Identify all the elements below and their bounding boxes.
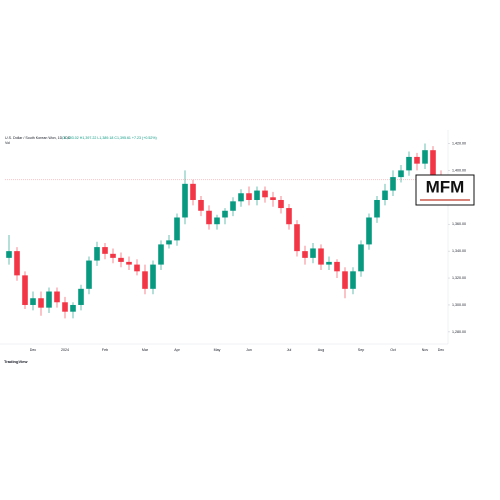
x-tick-label: May xyxy=(214,348,221,352)
candle-body xyxy=(406,156,412,171)
x-tick-label: Dec xyxy=(30,348,37,352)
candle-body xyxy=(254,190,260,200)
y-tick-label: 1,400.00 xyxy=(452,168,466,172)
x-tick-label: Aug xyxy=(318,348,324,352)
candle-body xyxy=(398,170,404,178)
candle-body xyxy=(214,217,220,225)
footer-logo: TradingView xyxy=(4,359,28,364)
candle-body xyxy=(78,288,84,305)
candle-body xyxy=(270,197,276,200)
candle-body xyxy=(294,224,300,252)
y-tick-label: 1,420.00 xyxy=(452,141,466,145)
x-tick-label: Jul xyxy=(287,348,292,352)
candle-body xyxy=(238,193,244,202)
candle-body xyxy=(110,253,116,258)
y-tick-label: 1,280.00 xyxy=(452,330,466,334)
x-tick-label: Dec xyxy=(438,348,445,352)
candle-body xyxy=(262,190,268,198)
y-tick-label: 1,340.00 xyxy=(452,249,466,253)
candle-body xyxy=(366,217,372,245)
candle-body xyxy=(46,291,52,308)
candle-body xyxy=(382,190,388,200)
sub-label: Vol xyxy=(5,141,10,145)
candle-body xyxy=(422,150,428,164)
x-tick-label: Nov xyxy=(422,348,429,352)
x-tick-label: Jun xyxy=(246,348,252,352)
candle-body xyxy=(206,210,212,225)
candle-body xyxy=(246,193,252,200)
candle-body xyxy=(358,244,364,272)
candle-body xyxy=(334,261,340,272)
candle-body xyxy=(158,244,164,265)
x-tick-label: Oct xyxy=(390,348,396,352)
candle-body xyxy=(342,271,348,289)
candle-body xyxy=(182,183,188,218)
candle-body xyxy=(94,247,100,261)
candle-body xyxy=(326,261,332,265)
x-tick-label: Feb xyxy=(102,348,108,352)
candle-body xyxy=(286,208,292,225)
candle-body xyxy=(222,210,228,218)
candle-body xyxy=(6,251,12,258)
candle-body xyxy=(166,240,172,245)
candle-body xyxy=(190,183,196,200)
candle-body xyxy=(278,199,284,209)
x-tick-label: Mar xyxy=(142,348,149,352)
candle-body xyxy=(14,251,20,276)
candle-body xyxy=(150,264,156,289)
candle-body xyxy=(126,261,132,265)
candle-body xyxy=(414,156,420,164)
candle-body xyxy=(54,291,60,303)
candle-body xyxy=(318,248,324,265)
ohlc-legend: O1,393.02 H1,397.22 L1,389.18 C1,395.61 … xyxy=(62,136,157,140)
candle-body xyxy=(430,150,436,178)
candle-body xyxy=(70,304,76,312)
candle-body xyxy=(390,177,396,191)
candle-body xyxy=(310,248,316,258)
x-tick-label: 2024 xyxy=(61,348,69,352)
x-tick-label: Apr xyxy=(174,348,180,352)
candle-body xyxy=(302,251,308,258)
watermark: MFM xyxy=(415,174,475,206)
candle-body xyxy=(134,264,140,272)
chart-title: U.S. Dollar / South Korean Won, 1D, IDC xyxy=(5,136,71,140)
candle-body xyxy=(198,199,204,211)
y-tick-label: 1,360.00 xyxy=(452,222,466,226)
y-tick-label: 1,320.00 xyxy=(452,276,466,280)
watermark-text: MFM xyxy=(426,177,465,196)
candle-body xyxy=(374,199,380,218)
candle-body xyxy=(30,298,36,305)
candle-body xyxy=(62,302,68,312)
y-tick-label: 1,300.00 xyxy=(452,303,466,307)
candle-body xyxy=(174,217,180,241)
candle-body xyxy=(38,298,44,308)
candle-body xyxy=(102,247,108,254)
candle-body xyxy=(350,271,356,289)
candle-body xyxy=(22,275,28,305)
candle-body xyxy=(230,201,236,211)
candle-body xyxy=(86,260,92,289)
x-tick-label: Sep xyxy=(358,348,364,352)
candle-body xyxy=(118,257,124,262)
candle-body xyxy=(142,271,148,289)
